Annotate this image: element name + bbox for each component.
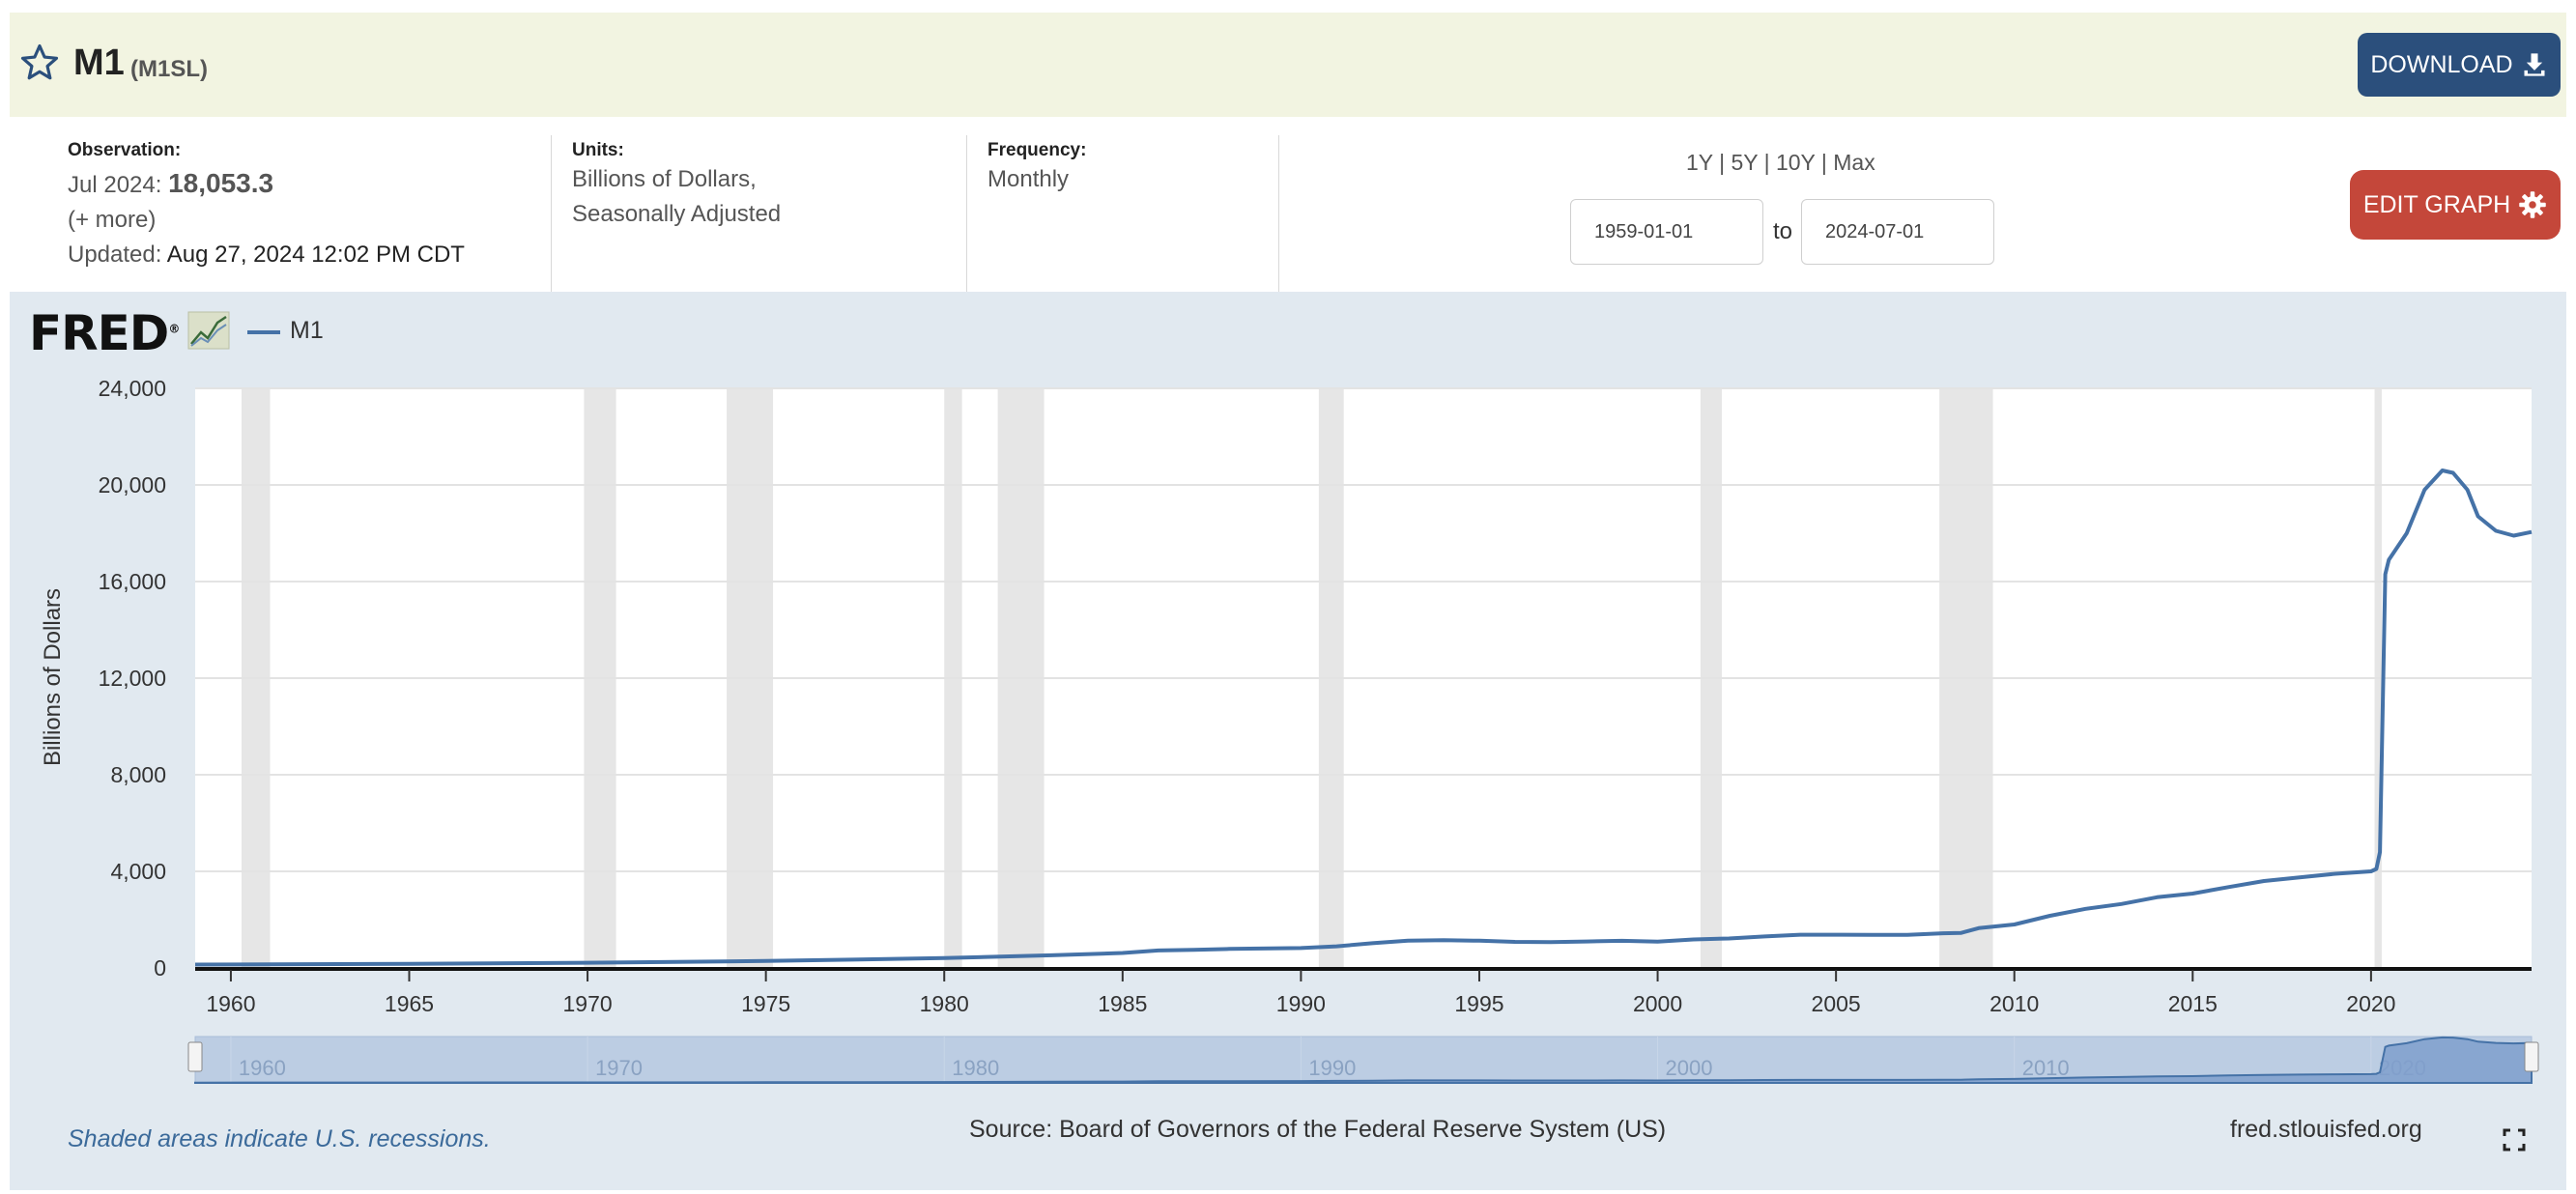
series-title: M1	[73, 43, 125, 83]
x-tick-label: 1960	[206, 991, 255, 1016]
updated-label: Updated:	[68, 242, 162, 268]
edit-graph-button[interactable]: EDIT GRAPH	[2350, 170, 2561, 240]
to-label: to	[1773, 218, 1793, 244]
navigator-handle[interactable]	[187, 1041, 203, 1072]
trend-chart-icon	[187, 311, 230, 350]
navigator-tick-label: 2010	[2022, 1056, 2070, 1080]
y-tick-label: 24,000	[99, 376, 166, 401]
download-icon	[2524, 53, 2545, 76]
updated-line: Updated: Aug 27, 2024 12:02 PM CDT	[68, 238, 465, 272]
end-date-input[interactable]: 2024-07-01	[1801, 199, 1994, 265]
frequency-value: Monthly	[987, 166, 1070, 192]
divider	[1278, 135, 1279, 292]
x-tick-label: 2015	[2168, 991, 2218, 1016]
y-tick-label: 20,000	[99, 472, 166, 498]
y-tick-label: 4,000	[110, 859, 166, 884]
navigator-tick-label: 2000	[1666, 1056, 1713, 1080]
start-date-input[interactable]: 1959-01-01	[1570, 199, 1763, 265]
series-header	[10, 13, 2566, 117]
fred-logo-text: FRED	[29, 305, 169, 361]
observation-value: 18,053.3	[168, 168, 274, 198]
source-text: Source: Board of Governors of the Federa…	[969, 1116, 1667, 1143]
divider	[551, 135, 552, 292]
x-tick-label: 2010	[1989, 991, 2039, 1016]
y-tick-label: 0	[154, 955, 166, 981]
navigator-handle[interactable]	[2524, 1041, 2539, 1072]
recession-note: Shaded areas indicate U.S. recessions.	[68, 1125, 491, 1152]
frequency-label: Frequency:	[987, 140, 1087, 160]
observation-label: Observation:	[68, 140, 182, 160]
units-label: Units:	[572, 140, 624, 160]
navigator-tick-label: 1960	[239, 1056, 286, 1080]
edit-graph-label: EDIT GRAPH	[2362, 190, 2511, 218]
divider	[966, 135, 967, 292]
fred-logo[interactable]: FRED®	[29, 305, 180, 361]
download-button[interactable]: DOWNLOAD	[2358, 33, 2561, 97]
range-max-link[interactable]: Max	[1833, 150, 1875, 175]
navigator-tick-label: 1970	[595, 1056, 643, 1080]
range-5y-link[interactable]: 5Y	[1731, 150, 1759, 175]
observation-line: Jul 2024: 18,053.3	[68, 166, 273, 203]
navigator-tick-label: 1990	[1308, 1056, 1356, 1080]
y-tick-label: 8,000	[110, 762, 166, 787]
y-axis-label: Billions of Dollars	[40, 588, 66, 766]
more-link[interactable]: (+ more)	[68, 207, 157, 233]
updated-value: Aug 27, 2024 12:02 PM CDT	[166, 242, 465, 268]
fullscreen-icon[interactable]	[2503, 1128, 2526, 1151]
x-tick-label: 1990	[1276, 991, 1326, 1016]
observation-date: Jul 2024:	[68, 172, 162, 198]
y-tick-label: 12,000	[99, 666, 166, 691]
y-tick-label: 16,000	[99, 569, 166, 594]
x-tick-label: 1995	[1454, 991, 1503, 1016]
series-id: (M1SL)	[130, 56, 208, 82]
x-tick-label: 1980	[920, 991, 969, 1016]
legend-label: M1	[290, 317, 324, 344]
x-tick-label: 2005	[1812, 991, 1861, 1016]
site-link[interactable]: fred.stlouisfed.org	[2230, 1116, 2422, 1143]
legend-swatch	[247, 330, 280, 334]
range-1y-link[interactable]: 1Y	[1686, 150, 1713, 175]
units-line1: Billions of Dollars,	[572, 166, 757, 192]
x-tick-label: 1975	[741, 991, 790, 1016]
x-tick-label: 2000	[1633, 991, 1682, 1016]
star-icon[interactable]	[19, 43, 60, 83]
gear-icon	[2519, 191, 2546, 218]
navigator-tick-label: 1980	[952, 1056, 999, 1080]
download-label: DOWNLOAD	[2370, 50, 2513, 78]
x-tick-label: 1985	[1098, 991, 1147, 1016]
x-tick-label: 1970	[562, 991, 612, 1016]
m1-series-line	[194, 469, 2533, 967]
range-10y-link[interactable]: 10Y	[1775, 150, 1816, 175]
range-links: 1Y | 5Y | 10Y | Max	[1686, 150, 1875, 175]
units-line2: Seasonally Adjusted	[572, 201, 782, 227]
x-tick-label: 1965	[385, 991, 434, 1016]
x-tick-label: 2020	[2346, 991, 2395, 1016]
navigator-series-area	[194, 1036, 2533, 1084]
